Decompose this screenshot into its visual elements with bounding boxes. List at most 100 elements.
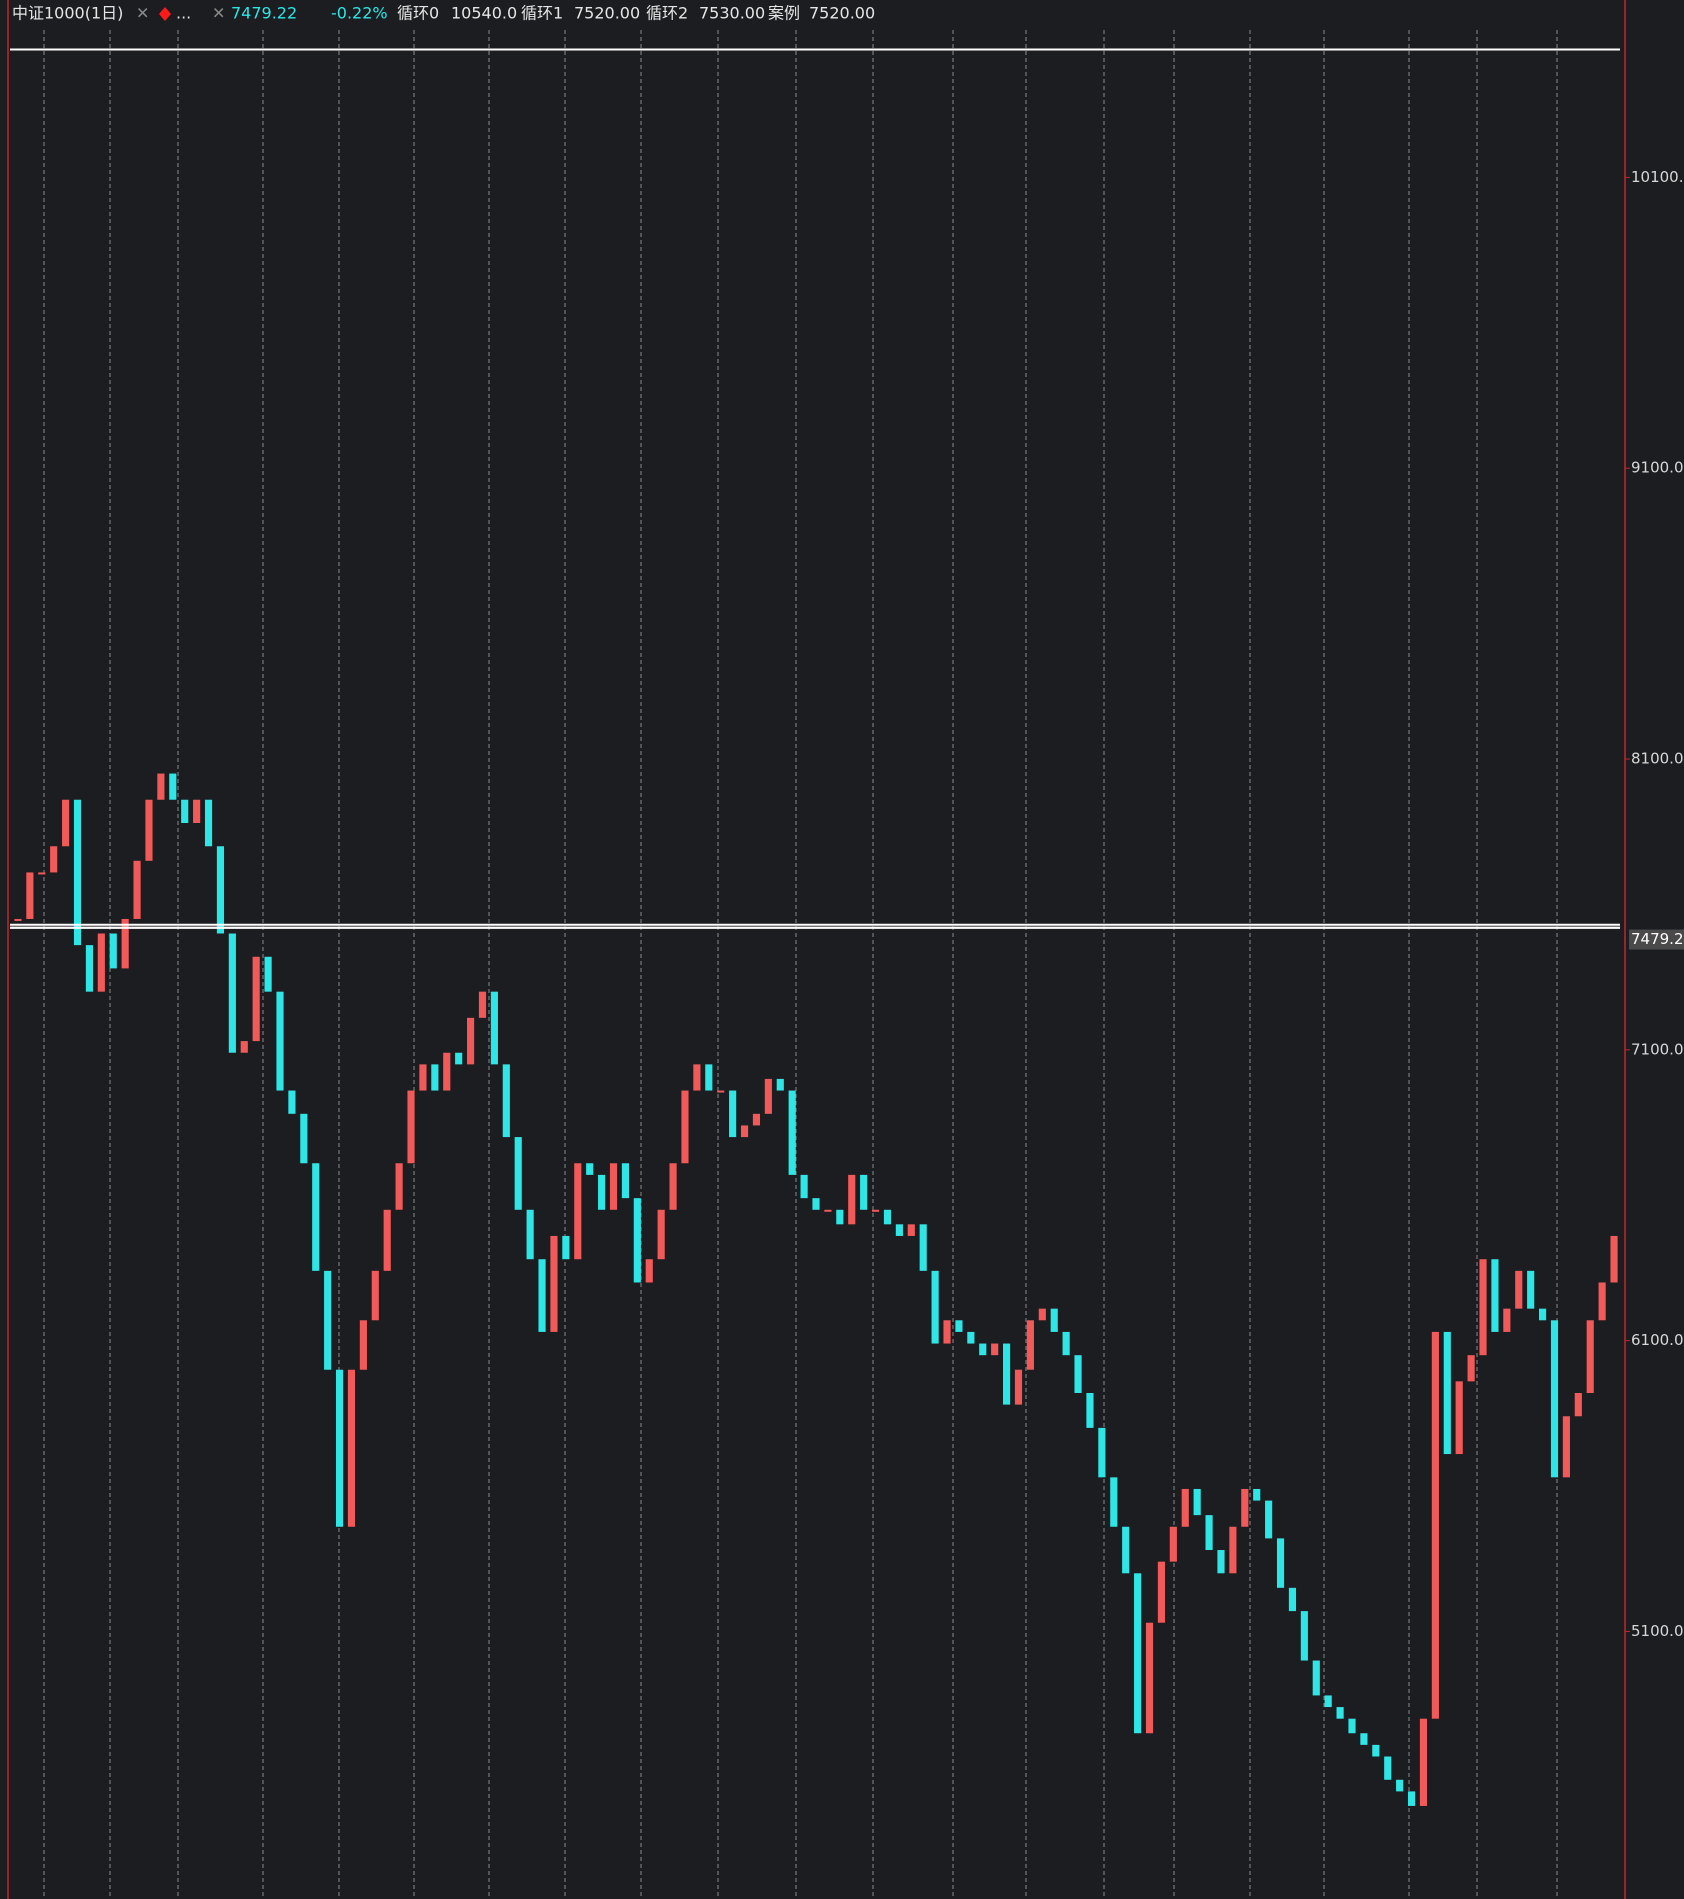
candle [812, 1198, 820, 1210]
candle [764, 1078, 772, 1114]
level-value: 10540.0 [451, 4, 517, 23]
candle [371, 1270, 379, 1321]
candle [145, 799, 153, 861]
candle [467, 1017, 475, 1065]
candle [121, 918, 129, 969]
candle [836, 1209, 844, 1225]
candle [883, 1209, 892, 1225]
price: 7479.22 [231, 4, 297, 23]
candle [1443, 1331, 1451, 1455]
candle [157, 773, 165, 800]
candle [967, 1331, 975, 1344]
candle [455, 1052, 463, 1065]
candle [1241, 1488, 1249, 1527]
candle [526, 1209, 534, 1260]
level-value: 7530.00 [699, 4, 765, 23]
candle [943, 1320, 951, 1344]
candle [1419, 1718, 1428, 1806]
candle [979, 1343, 987, 1356]
candle [824, 1209, 832, 1212]
candle [50, 846, 58, 873]
y-tick-label: 7100.0 [1631, 1040, 1684, 1058]
candle [514, 1137, 522, 1210]
candle [335, 1369, 344, 1527]
candle [216, 846, 225, 934]
candle [1360, 1733, 1368, 1745]
candle [1110, 1477, 1118, 1527]
candle [1145, 1622, 1154, 1734]
candle [907, 1224, 915, 1236]
candle [538, 1259, 546, 1332]
level-value: 7520.00 [574, 4, 640, 23]
candle [383, 1209, 391, 1271]
candle [693, 1064, 701, 1091]
candle [1253, 1488, 1261, 1501]
candle [788, 1090, 796, 1175]
candle [800, 1174, 808, 1199]
candle [1276, 1538, 1285, 1588]
candle [1169, 1526, 1177, 1562]
candle [14, 918, 22, 921]
candle [752, 1113, 761, 1126]
candle [288, 1090, 296, 1114]
level-name: 案例 [768, 4, 800, 23]
candle [1384, 1756, 1392, 1780]
candle [312, 1163, 320, 1271]
candle [1134, 1573, 1142, 1734]
candle [502, 1064, 510, 1138]
level-value: 7520.00 [809, 4, 875, 23]
candle [586, 1163, 594, 1175]
candle [574, 1163, 582, 1260]
candle [1455, 1381, 1463, 1455]
candle [97, 933, 105, 992]
candle [1181, 1488, 1189, 1527]
candle [1062, 1331, 1070, 1356]
candle [1407, 1791, 1416, 1806]
candle [252, 956, 260, 1042]
candle [1229, 1526, 1237, 1574]
candle [276, 991, 284, 1091]
candle [431, 1064, 439, 1091]
candle [228, 933, 236, 1053]
candle [1610, 1235, 1618, 1283]
candle [681, 1090, 689, 1164]
candle [62, 799, 70, 847]
candle [1098, 1427, 1106, 1478]
candle [443, 1052, 451, 1091]
header: 中证1000(1日) ✕ ... ✕ 7479.22 -0.22% 循环0 10… [12, 4, 875, 23]
candle [1288, 1587, 1297, 1612]
candle [1265, 1500, 1273, 1539]
candle [1479, 1259, 1487, 1356]
candle [1050, 1308, 1058, 1332]
candle [1503, 1308, 1511, 1332]
candle [419, 1064, 427, 1091]
y-tick-label: 8100.0 [1631, 750, 1684, 768]
candle [1550, 1320, 1559, 1478]
candle [1467, 1355, 1475, 1382]
candle [955, 1320, 963, 1332]
candle [204, 799, 213, 847]
candle [550, 1235, 558, 1332]
candle [1598, 1282, 1606, 1321]
chart-title: 中证1000(1日) [12, 4, 123, 23]
candle [705, 1064, 713, 1091]
candle [109, 933, 117, 969]
candle [193, 799, 201, 823]
level-name: 循环1 [521, 4, 563, 23]
candle [645, 1259, 653, 1283]
candle [1157, 1561, 1165, 1623]
close-icon: ✕ [136, 4, 149, 23]
level-lines [10, 48, 1620, 929]
candle [657, 1209, 665, 1260]
candle [1014, 1369, 1023, 1405]
level-name: 循环0 [397, 4, 439, 23]
candle [1396, 1779, 1404, 1792]
candle [264, 956, 272, 992]
candle [300, 1113, 308, 1164]
candle [621, 1163, 629, 1199]
candle [407, 1090, 415, 1164]
candle [1372, 1744, 1380, 1757]
y-tick-label: 10100. [1631, 168, 1684, 186]
candle [1348, 1718, 1356, 1734]
candle [181, 799, 189, 823]
